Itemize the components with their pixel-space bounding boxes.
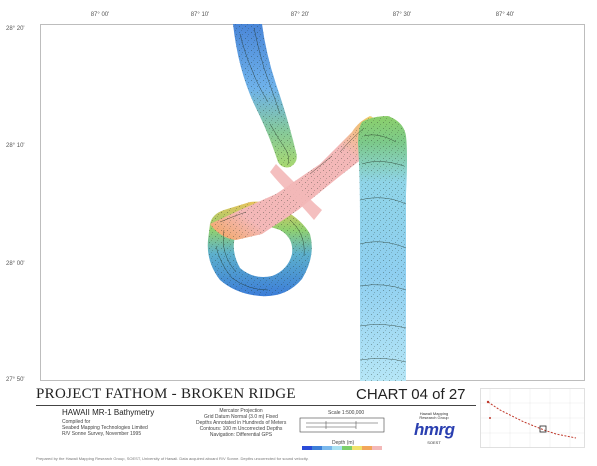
lon-label: 87° 00' [90, 12, 110, 18]
index-map [480, 388, 585, 448]
contour-lines [215, 27, 407, 363]
bathymetry-map[interactable] [40, 24, 585, 381]
survey-date: R/V Sonne Survey, November 1995 [62, 431, 142, 437]
projection-line: Navigation: Differential GPS [209, 432, 273, 438]
lon-label: 87° 10' [190, 12, 210, 18]
scale-label: Scale 1:500,000 [328, 410, 365, 416]
logo-subtitle: SOEST [427, 440, 441, 445]
projection-line: Depths Annotated in Hundreds of Meters [196, 420, 287, 426]
lat-label: 28° 20' [6, 26, 25, 32]
footnote: Prepared by the Hawaii Mapping Research … [36, 456, 309, 461]
lon-label: 87° 30' [392, 12, 412, 18]
title-rule [36, 405, 476, 406]
lon-label: 87° 20' [290, 12, 310, 18]
scale-legend: Scale 1:500,000 Depth (m) [296, 408, 392, 452]
lon-label: 87° 40' [495, 12, 515, 18]
logo-wordmark: hmrg [414, 420, 455, 439]
chart-footer: PROJECT FATHOM - BROKEN RIDGE CHART 04 o… [0, 386, 597, 466]
compiled-for: Compiled for [62, 419, 91, 425]
hmrg-logo: Hawaii Mapping Research Group hmrg SOEST [414, 408, 455, 448]
lat-label: 27° 50' [6, 377, 25, 383]
chart-title: PROJECT FATHOM - BROKEN RIDGE [36, 386, 296, 402]
projection-line: Mercator Projection [219, 408, 263, 414]
projection-line: Grid Datum Normal (3.0 m) Fixed [204, 414, 278, 420]
lat-label: 28° 00' [6, 261, 25, 267]
projection-line: Contours: 100 m Uncorrected Depths [199, 426, 283, 432]
chart-number: CHART 04 of 27 [356, 386, 466, 403]
east-swath [358, 116, 407, 381]
north-swath [233, 24, 297, 168]
cross-swath [210, 116, 383, 240]
depth-legend-label: Depth (m) [332, 440, 355, 446]
survey-name: HAWAII MR-1 Bathymetry [62, 408, 155, 417]
logo-org-name: Hawaii Mapping Research Group [419, 411, 449, 420]
client-name: Seabed Mapping Technologies Limited [62, 425, 148, 431]
scale-bar [299, 417, 385, 450]
lat-label: 28° 10' [6, 143, 25, 149]
